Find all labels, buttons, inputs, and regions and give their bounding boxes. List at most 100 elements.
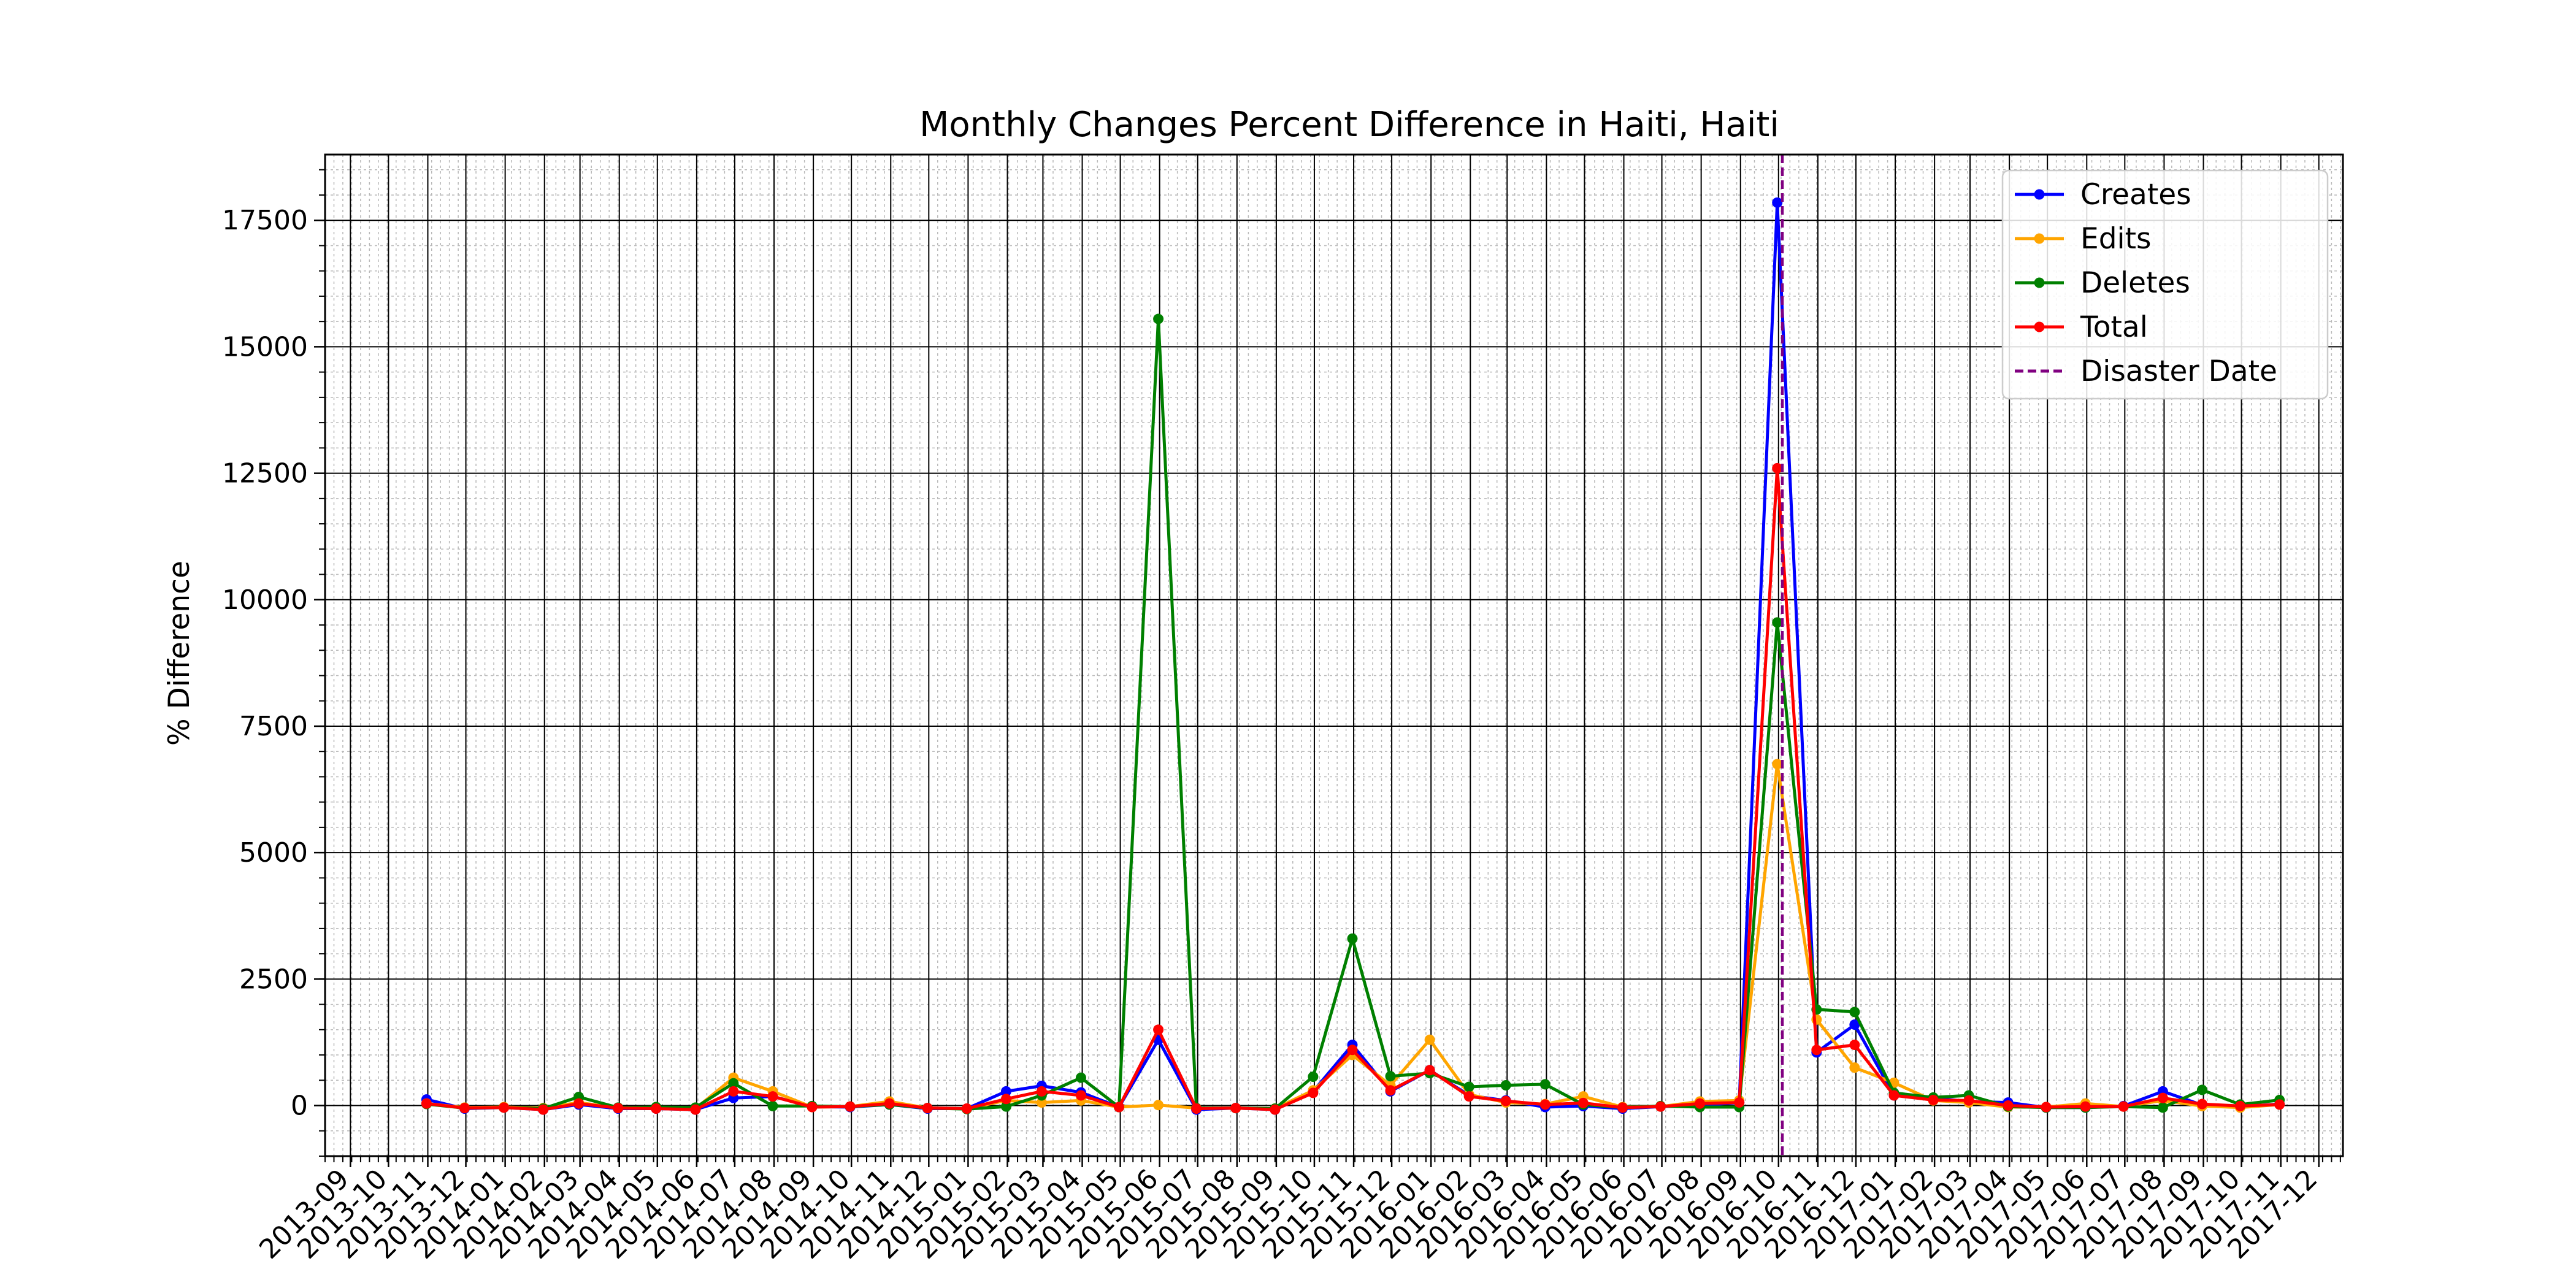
data-point-deletes — [1772, 617, 1783, 628]
data-point-total — [1811, 1045, 1822, 1056]
data-point-total — [1385, 1085, 1396, 1096]
chart-title: Monthly Changes Percent Difference in Ha… — [919, 105, 1779, 145]
y-tick-label: 15000 — [222, 331, 308, 362]
data-point-total — [2041, 1102, 2052, 1113]
data-point-total — [1849, 1040, 1860, 1051]
series-total — [421, 462, 2285, 1115]
data-point-deletes — [1308, 1071, 1319, 1083]
legend-item-deletes: Deletes — [2015, 266, 2190, 300]
legend-label-edits: Edits — [2080, 222, 2152, 256]
data-point-deletes — [767, 1100, 778, 1111]
series-line-total — [426, 466, 2280, 1111]
data-point-total — [499, 1102, 510, 1113]
legend-marker-edits — [2034, 233, 2045, 244]
data-point-deletes — [1000, 1101, 1011, 1112]
data-point-deletes — [2196, 1084, 2207, 1095]
data-point-deletes — [728, 1078, 739, 1089]
y-axis-title: % Difference — [163, 561, 196, 746]
data-point-deletes — [1500, 1080, 1511, 1091]
data-point-total — [1191, 1103, 1202, 1114]
data-point-deletes — [1849, 1006, 1860, 1018]
legend-box — [2001, 169, 2329, 400]
legend-item-creates: Creates — [2015, 178, 2191, 212]
data-point-total — [1539, 1099, 1551, 1110]
grid — [324, 155, 2343, 1157]
data-point-total — [845, 1101, 856, 1112]
data-point-total — [1655, 1101, 1666, 1112]
data-point-total — [884, 1098, 895, 1109]
data-point-edits — [1772, 759, 1783, 770]
data-point-total — [1928, 1094, 1939, 1105]
data-point-total — [1000, 1094, 1011, 1105]
data-point-edits — [1153, 1100, 1164, 1111]
data-point-total — [728, 1086, 739, 1097]
data-point-total — [459, 1103, 470, 1114]
legend-label-deletes: Deletes — [2080, 266, 2190, 300]
y-tick-label: 2500 — [239, 964, 308, 995]
data-point-total — [1617, 1102, 1628, 1113]
legend-label-disaster-date: Disaster Date — [2080, 355, 2277, 388]
series-deletes — [421, 313, 2285, 1114]
data-point-total — [573, 1098, 585, 1109]
data-point-deletes — [1347, 933, 1358, 944]
data-point-total — [2003, 1100, 2014, 1111]
data-point-total — [1308, 1087, 1319, 1098]
data-point-total — [1963, 1095, 1974, 1106]
series-group — [421, 197, 2285, 1115]
legend-label-creates: Creates — [2080, 178, 2191, 212]
y-tick-label: 7500 — [239, 711, 308, 742]
legend-marker-deletes — [2034, 277, 2045, 288]
data-point-total — [613, 1103, 624, 1114]
data-point-total — [1075, 1090, 1086, 1101]
y-tick-label: 12500 — [222, 458, 308, 489]
axis-ticks: 2013-092013-102013-112013-122014-012014-… — [222, 169, 2341, 1265]
data-point-total — [1113, 1102, 1124, 1113]
y-tick-label: 0 — [291, 1091, 308, 1122]
data-point-total — [1772, 462, 1783, 473]
data-point-total — [1577, 1097, 1589, 1108]
data-point-total — [2080, 1101, 2091, 1112]
data-point-edits — [1849, 1062, 1860, 1073]
data-point-deletes — [1153, 313, 1164, 324]
data-point-total — [1888, 1090, 1899, 1101]
legend-marker-total — [2034, 321, 2045, 332]
data-point-total — [690, 1104, 701, 1115]
data-point-total — [1230, 1103, 1241, 1114]
y-tick-label: 5000 — [239, 837, 308, 868]
y-tick-label: 10000 — [222, 585, 308, 616]
data-point-total — [2235, 1100, 2246, 1111]
legend-label-total: Total — [2080, 310, 2148, 344]
data-point-total — [1270, 1104, 1281, 1115]
data-point-total — [1734, 1097, 1745, 1108]
data-point-total — [1463, 1091, 1474, 1102]
data-point-creates — [1000, 1086, 1011, 1097]
y-tick-label: 17500 — [222, 205, 308, 236]
data-point-total — [1036, 1086, 1047, 1097]
legend-item-total: Total — [2015, 310, 2148, 344]
data-point-total — [1153, 1024, 1164, 1035]
data-point-total — [421, 1098, 432, 1109]
data-point-deletes — [1463, 1081, 1474, 1092]
data-point-total — [961, 1103, 972, 1114]
data-point-creates — [1849, 1019, 1860, 1030]
data-point-total — [1500, 1095, 1511, 1106]
data-point-total — [922, 1103, 933, 1114]
data-point-total — [807, 1102, 818, 1113]
data-point-deletes — [1539, 1079, 1551, 1090]
data-point-total — [1424, 1065, 1435, 1076]
data-point-total — [1695, 1098, 1706, 1109]
data-point-total — [2118, 1101, 2129, 1112]
data-point-deletes — [1075, 1072, 1086, 1083]
data-point-edits — [1424, 1034, 1435, 1045]
series-line-creates — [426, 201, 2280, 1111]
data-point-total — [538, 1104, 549, 1115]
plot-frame — [324, 153, 2344, 1157]
data-point-deletes — [2157, 1102, 2168, 1113]
data-point-total — [2157, 1092, 2168, 1103]
data-point-total — [2274, 1099, 2285, 1110]
series-line-deletes — [426, 317, 2280, 1111]
data-point-deletes — [1385, 1071, 1396, 1082]
legend: Creates Edits Deletes Total Disaster Date — [2001, 169, 2329, 400]
